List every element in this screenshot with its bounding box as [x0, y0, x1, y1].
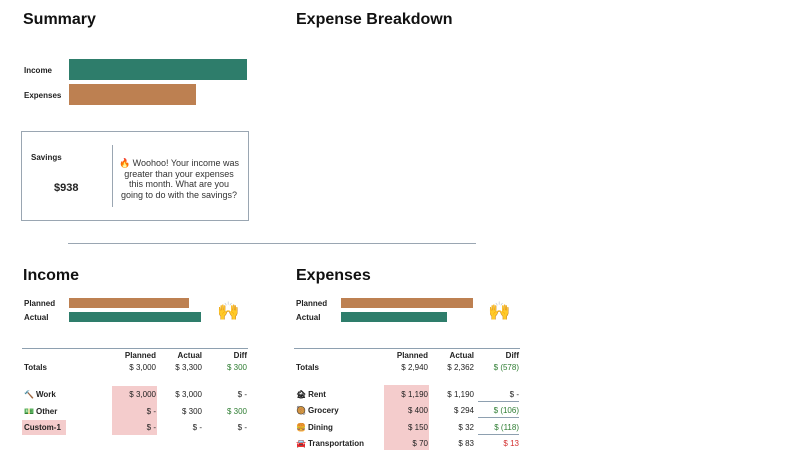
row-name: Transportation: [307, 439, 364, 448]
row-diff: $ (106): [493, 406, 519, 415]
row-name: Other: [35, 407, 58, 416]
income-row-highlight: [112, 420, 157, 435]
table-row: 🔨 Work: [24, 390, 56, 399]
row-actual: $ 83: [458, 439, 474, 448]
row-diff: $ -: [237, 390, 247, 399]
income-row-highlight: [112, 386, 157, 403]
expenses-totals-label: Totals: [296, 363, 319, 372]
expenses-actual-bar: [341, 312, 447, 322]
car-icon: 🚘: [296, 439, 306, 448]
row-name: Custom-1: [24, 423, 61, 432]
row-diff: $ -: [237, 423, 247, 432]
expenses-col-actual: Actual: [449, 351, 474, 360]
summary-income-bar: [69, 59, 247, 80]
expenses-totals-actual: $ 2,362: [447, 363, 474, 372]
expenses-totals-planned: $ 2,940: [401, 363, 428, 372]
row-name: Rent: [308, 390, 326, 399]
income-actual-label: Actual: [24, 313, 49, 322]
table-row: 🍔 Dining: [296, 423, 333, 432]
house-icon: 🏚: [296, 390, 307, 399]
row-actual: $ 32: [458, 423, 474, 432]
expenses-actual-label: Actual: [296, 313, 321, 322]
expenses-col-planned: Planned: [396, 351, 428, 360]
expenses-col-diff: Diff: [505, 351, 519, 360]
income-totals-planned: $ 3,000: [129, 363, 156, 372]
row-diff: $ (118): [494, 423, 519, 432]
savings-divider: [112, 145, 113, 207]
row-diff: $ 300: [226, 407, 247, 416]
row-planned: $ 70: [412, 439, 428, 448]
summary-expenses-label: Expenses: [24, 91, 62, 100]
row-planned: $ 1,190: [401, 390, 428, 399]
income-table-top-rule: [22, 348, 248, 349]
income-col-actual: Actual: [177, 351, 202, 360]
income-totals-diff: $ 300: [226, 363, 247, 372]
income-totals-label: Totals: [24, 363, 47, 372]
summary-title: Summary: [23, 11, 96, 28]
row-actual: $ -: [192, 423, 202, 432]
income-totals-actual: $ 3,300: [175, 363, 202, 372]
expenses-totals-diff: $ (578): [493, 363, 519, 372]
hammer-icon: 🔨: [24, 390, 34, 399]
income-planned-label: Planned: [24, 299, 56, 308]
row-actual: $ 300: [181, 407, 202, 416]
diff-underline: [478, 401, 519, 402]
row-diff: $ 13: [503, 439, 519, 448]
row-planned: $ -: [146, 423, 156, 432]
income-planned-bar: [69, 298, 189, 308]
expenses-title: Expenses: [296, 267, 371, 284]
income-title: Income: [23, 267, 80, 284]
table-row: 🏚 Rent: [296, 390, 326, 399]
row-actual: $ 3,000: [175, 390, 202, 399]
row-planned: $ 150: [407, 423, 428, 432]
expense-breakdown-title: Expense Breakdown: [296, 11, 453, 28]
income-col-planned: Planned: [124, 351, 156, 360]
expenses-planned-highlight: [384, 385, 429, 450]
row-actual: $ 1,190: [447, 390, 474, 399]
row-planned: $ -: [146, 407, 156, 416]
row-planned: $ 400: [407, 406, 428, 415]
burger-icon: 🍔: [296, 423, 306, 432]
food-bowl-icon: 🥘: [296, 406, 306, 415]
table-row: 🥘 Grocery: [296, 406, 339, 415]
savings-label: Savings: [31, 153, 62, 162]
income-row-highlight: [112, 403, 157, 420]
expenses-table-top-rule: [294, 348, 520, 349]
savings-message: 🔥 Woohoo! Your income was greater than y…: [118, 158, 240, 200]
row-planned: $ 3,000: [129, 390, 156, 399]
raising-hands-icon: 🙌: [488, 301, 511, 321]
table-row[interactable]: Custom-1: [24, 423, 61, 432]
raising-hands-icon: 🙌: [217, 301, 240, 321]
income-col-diff: Diff: [233, 351, 247, 360]
summary-income-label: Income: [24, 66, 53, 75]
money-icon: 💵: [24, 407, 34, 416]
savings-amount: $938: [54, 182, 79, 194]
expenses-planned-bar: [341, 298, 473, 308]
row-name: Dining: [307, 423, 333, 432]
section-divider: [68, 243, 476, 244]
diff-underline: [478, 417, 519, 418]
income-actual-bar: [69, 312, 201, 322]
row-actual: $ 294: [453, 406, 474, 415]
expenses-planned-label: Planned: [296, 299, 328, 308]
row-name: Grocery: [307, 406, 339, 415]
table-row: 💵 Other: [24, 407, 57, 416]
savings-box: [21, 131, 249, 221]
table-row: 🚘 Transportation: [296, 439, 364, 448]
row-diff: $ -: [509, 390, 519, 399]
diff-underline: [478, 434, 519, 435]
custom-name-highlight: [22, 420, 66, 435]
row-name: Work: [35, 390, 56, 399]
summary-expenses-bar: [69, 84, 196, 105]
